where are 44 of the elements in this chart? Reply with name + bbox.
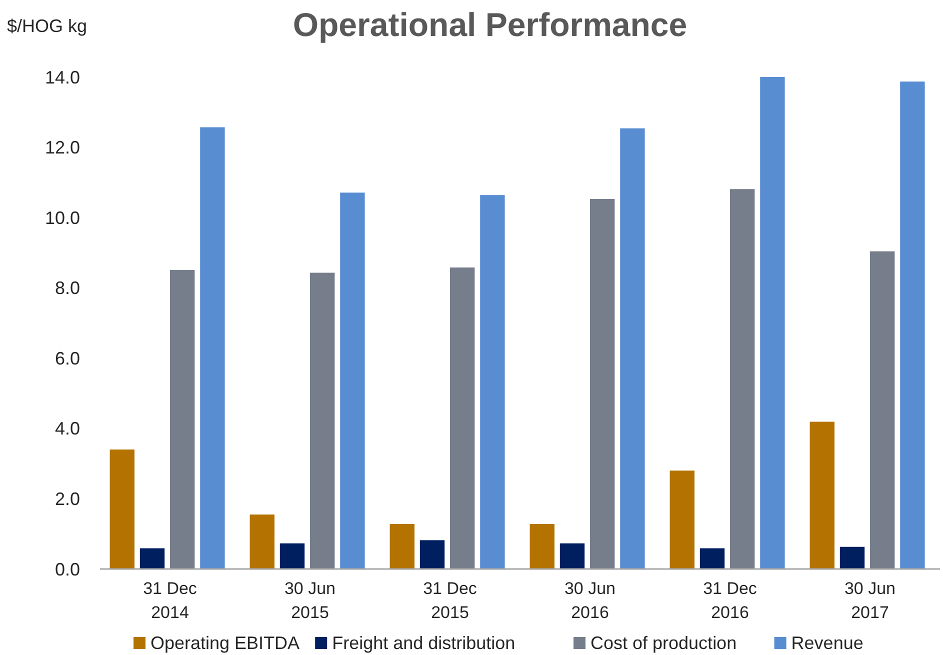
y-tick-label: 14.0 (44, 67, 80, 88)
y-axis-title: $/HOG kg (7, 16, 88, 36)
bar (620, 128, 645, 569)
x-tick-label: 30 Jun 2015 (284, 579, 336, 622)
y-tick-label: 2.0 (54, 489, 80, 510)
bar (840, 546, 865, 569)
y-tick-label: 10.0 (44, 208, 80, 228)
x-tick-label: 30 Jun 2016 (564, 579, 616, 622)
x-tick-label: 31 Dec 2016 (703, 579, 758, 622)
bar (420, 540, 445, 569)
bar (760, 77, 785, 569)
bar (250, 514, 274, 569)
legend-label: Freight and distribution (332, 633, 516, 653)
bar (870, 251, 895, 569)
legend-label: Revenue (791, 633, 864, 653)
legend-label: Cost of production (590, 633, 737, 653)
bar (340, 192, 365, 569)
bar (560, 543, 585, 569)
bar (810, 422, 834, 569)
bar (590, 198, 615, 569)
bar (530, 524, 554, 569)
y-tick-label: 0.0 (54, 559, 80, 580)
bar (110, 450, 134, 569)
x-tick-label: 31 Dec 2015 (423, 579, 478, 622)
y-tick-label: 8.0 (54, 278, 80, 298)
bar (450, 267, 475, 569)
bar (200, 127, 225, 569)
bar (390, 524, 414, 569)
y-tick-label: 6.0 (54, 348, 80, 368)
x-tick-label: 31 Dec 2014 (143, 579, 198, 622)
bar (900, 82, 925, 569)
y-tick-label: 12.0 (44, 138, 80, 158)
x-tick-label: 30 Jun 2017 (844, 579, 896, 622)
chart-title: Operational Performance (292, 6, 688, 43)
legend-label: Operating EBITDA (150, 633, 300, 653)
bar (670, 470, 694, 569)
bar (700, 548, 725, 569)
bar (170, 270, 195, 569)
bar (140, 548, 165, 569)
bar (280, 543, 305, 569)
bar (730, 189, 755, 569)
bar (480, 195, 505, 569)
bar (310, 272, 335, 569)
y-tick-label: 4.0 (54, 418, 80, 439)
